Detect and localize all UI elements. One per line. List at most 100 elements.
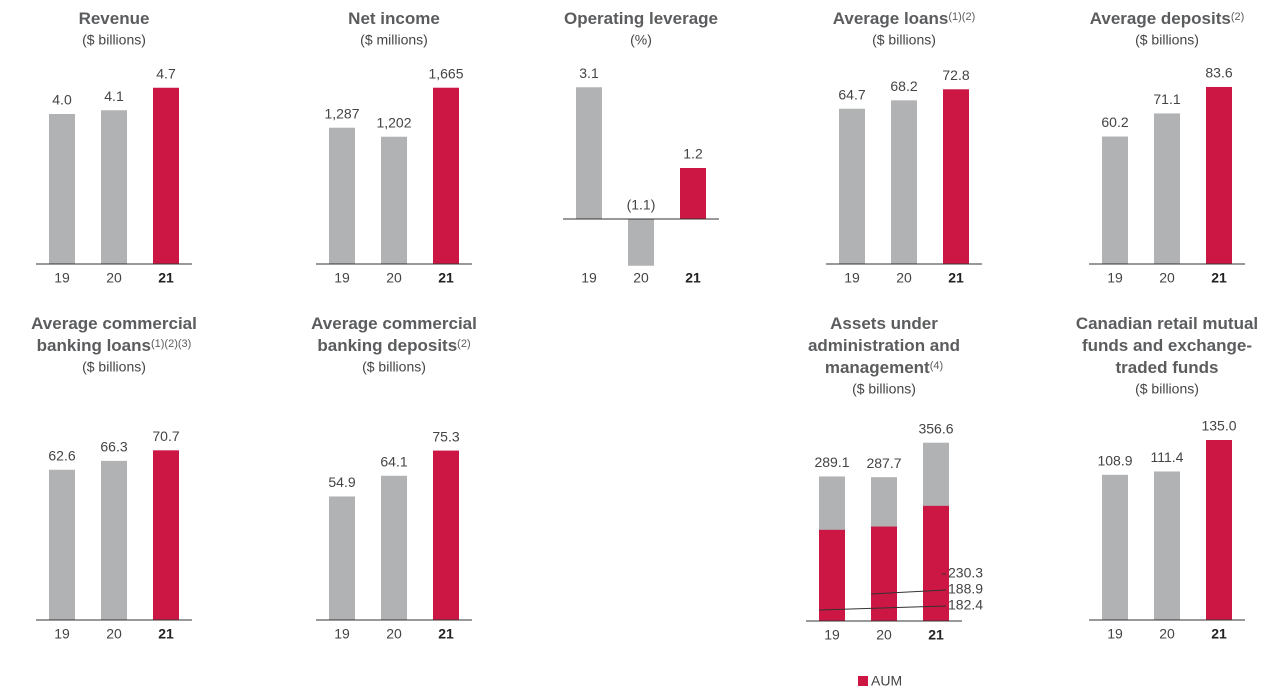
chart-subtitle: ($ billions) <box>1135 381 1199 397</box>
bar <box>1154 471 1180 620</box>
x-tick-label: 20 <box>876 627 892 643</box>
x-tick-label: 20 <box>1159 270 1175 286</box>
bar <box>891 100 917 264</box>
bar <box>153 87 179 264</box>
bar <box>576 87 602 219</box>
value-label: 72.8 <box>942 67 969 83</box>
chart-title: administration and <box>808 336 960 355</box>
value-label: 66.3 <box>100 439 127 455</box>
chart-title: Canadian retail mutual <box>1076 314 1258 333</box>
title-note: (1)(2) <box>948 11 975 23</box>
chart-title: banking deposits(2) <box>317 336 470 355</box>
chart-title: Net income <box>348 9 440 28</box>
x-tick-label: 20 <box>896 270 912 286</box>
chart-title: funds and exchange- <box>1082 336 1252 355</box>
chart-subtitle: ($ billions) <box>362 359 426 375</box>
bar <box>381 136 407 264</box>
bar <box>49 469 75 620</box>
title-line: Average commercial <box>31 314 197 333</box>
chart-title: management(4) <box>825 358 943 377</box>
title-line: Average deposits <box>1090 9 1231 28</box>
x-tick-label: 19 <box>844 270 860 286</box>
chart-title: Average loans(1)(2) <box>833 9 975 28</box>
title-note: (2) <box>457 338 470 350</box>
value-label: 75.3 <box>432 428 459 444</box>
value-label: 4.0 <box>52 92 72 108</box>
title-note: (4) <box>930 360 943 372</box>
x-tick-label: 21 <box>948 270 964 286</box>
chart-subtitle: ($ billions) <box>1135 32 1199 48</box>
title-note: (2) <box>1231 11 1244 23</box>
x-tick-label: 19 <box>334 270 350 286</box>
x-tick-label: 21 <box>1211 270 1227 286</box>
value-label: 1,287 <box>324 105 359 121</box>
bar <box>101 110 127 264</box>
chart-subtitle: ($ billions) <box>82 359 146 375</box>
bar <box>628 219 654 266</box>
x-tick-label: 21 <box>158 270 174 286</box>
chart-title: Assets under <box>830 314 938 333</box>
bar <box>153 450 179 620</box>
value-label: 70.7 <box>152 428 179 444</box>
chart-title: Revenue <box>79 9 150 28</box>
x-tick-label: 20 <box>386 270 402 286</box>
chart-subtitle: (%) <box>630 32 652 48</box>
bar <box>1102 474 1128 620</box>
value-label: 54.9 <box>328 474 355 490</box>
value-label: 135.0 <box>1201 418 1236 434</box>
x-tick-label: 19 <box>54 270 70 286</box>
aum-label: 230.3 <box>948 565 983 581</box>
chart-title: Operating leverage <box>564 9 718 28</box>
title-line: management <box>825 358 930 377</box>
bar <box>433 450 459 620</box>
chart-subtitle: ($ billions) <box>872 32 936 48</box>
chart-panel: Revenue ($ billions) 4.0 4.1 4.7 19 20 21 <box>36 9 192 286</box>
bar <box>433 87 459 265</box>
legend-swatch <box>858 676 868 686</box>
bar <box>381 475 407 620</box>
x-tick-label: 20 <box>106 626 122 642</box>
x-tick-label: 19 <box>334 626 350 642</box>
chart-panel: Average loans(1)(2) ($ billions) 64.7 68.2 7… <box>826 9 982 286</box>
chart-subtitle: ($ millions) <box>360 32 428 48</box>
bar <box>680 168 706 219</box>
chart-title: traded funds <box>1116 358 1219 377</box>
value-label: 83.6 <box>1205 65 1232 81</box>
title-line: Canadian retail mutual <box>1076 314 1258 333</box>
chart-title: Average deposits(2) <box>1090 9 1245 28</box>
value-label: 71.1 <box>1153 91 1180 107</box>
value-label: 60.2 <box>1101 114 1128 130</box>
x-tick-label: 20 <box>386 626 402 642</box>
bar <box>871 526 897 621</box>
bar <box>101 460 127 620</box>
bar <box>1102 136 1128 264</box>
x-tick-label: 20 <box>1159 626 1175 642</box>
x-tick-label: 19 <box>1107 626 1123 642</box>
bar <box>329 496 355 620</box>
value-label: 1.2 <box>683 146 703 162</box>
value-label: 1,202 <box>376 114 411 130</box>
chart-title: Average commercial <box>311 314 477 333</box>
chart-title: Average commercial <box>31 314 197 333</box>
title-line: banking deposits <box>317 336 457 355</box>
value-label: 287.7 <box>866 455 901 471</box>
chart-panel: Net income ($ millions) 1,287 1,202 1,665 19 2… <box>316 9 472 286</box>
chart-subtitle: ($ billions) <box>852 381 916 397</box>
value-label: 1,665 <box>428 65 463 81</box>
value-label: 68.2 <box>890 78 917 94</box>
value-label: 289.1 <box>814 454 849 470</box>
title-note: (1)(2)(3) <box>151 338 191 350</box>
x-tick-label: 21 <box>438 626 454 642</box>
chart-panel: Assets under administration and management… <box>806 314 983 687</box>
value-label: 4.7 <box>156 65 176 81</box>
x-tick-label: 21 <box>438 270 454 286</box>
x-tick-label: 19 <box>824 627 840 643</box>
x-tick-label: 20 <box>633 270 649 286</box>
value-label: 64.1 <box>380 453 407 469</box>
bar <box>1206 440 1232 620</box>
title-line: Average commercial <box>311 314 477 333</box>
x-tick-label: 21 <box>1211 626 1227 642</box>
leader-line <box>818 605 947 611</box>
bar <box>49 114 75 264</box>
x-tick-label: 21 <box>685 270 701 286</box>
